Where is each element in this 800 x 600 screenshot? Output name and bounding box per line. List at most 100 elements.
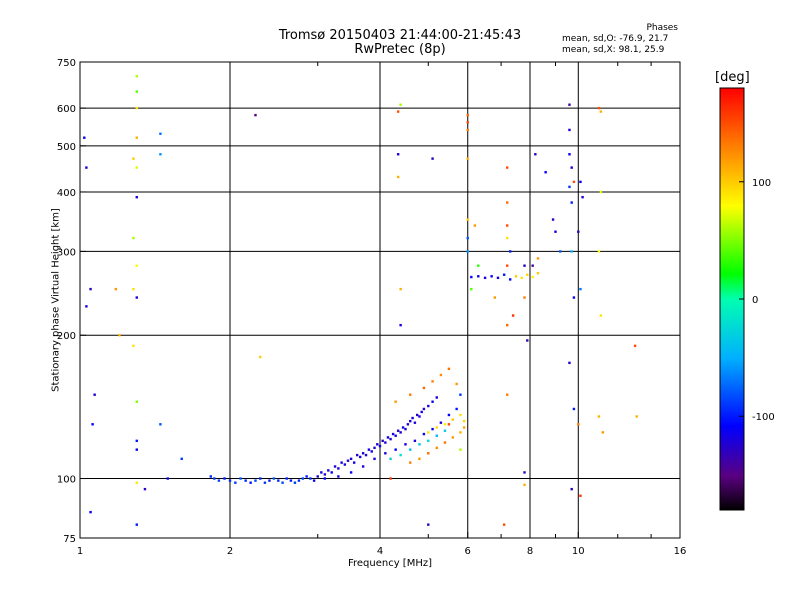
data-point xyxy=(132,287,135,291)
data-point xyxy=(505,224,509,227)
data-point xyxy=(536,257,540,260)
data-point xyxy=(466,121,469,124)
data-point xyxy=(577,423,580,426)
data-point xyxy=(526,339,529,342)
data-point xyxy=(135,75,138,78)
data-point xyxy=(473,224,477,227)
data-point xyxy=(570,487,573,491)
data-point xyxy=(135,448,138,451)
data-point xyxy=(234,481,237,484)
data-point xyxy=(422,432,426,436)
data-point xyxy=(399,431,402,434)
data-point xyxy=(451,418,455,421)
data-point xyxy=(135,166,138,169)
x-tick-label: 10 xyxy=(572,546,585,557)
data-point xyxy=(346,459,350,462)
data-point xyxy=(361,452,365,455)
data-point xyxy=(505,236,509,240)
data-point xyxy=(462,426,466,429)
data-point xyxy=(420,410,423,414)
data-point xyxy=(413,439,417,443)
data-point xyxy=(554,230,557,233)
data-point xyxy=(570,201,573,204)
data-point xyxy=(249,481,252,484)
data-point xyxy=(223,477,226,480)
data-point xyxy=(323,477,327,480)
data-point xyxy=(466,218,469,221)
data-point xyxy=(135,195,138,199)
data-point xyxy=(551,218,555,221)
data-point xyxy=(293,481,297,484)
data-point xyxy=(159,423,162,426)
data-point xyxy=(435,446,438,450)
data-point xyxy=(384,441,387,444)
data-point xyxy=(601,431,605,434)
data-point xyxy=(427,431,430,434)
chart-subtitle: RwPretec (8p) xyxy=(354,42,446,57)
data-point xyxy=(394,400,397,403)
data-point xyxy=(422,407,426,411)
data-point xyxy=(466,157,469,160)
data-point xyxy=(435,396,438,399)
data-point xyxy=(508,250,512,253)
data-point xyxy=(239,477,242,480)
stats-x-mode: mean, sd,X: 98.1, 25.9 xyxy=(562,45,665,55)
data-point xyxy=(435,434,438,437)
data-point xyxy=(355,453,359,457)
data-point xyxy=(132,344,135,348)
data-point xyxy=(470,287,473,291)
data-point xyxy=(505,264,509,267)
chart-title: Tromsø 20150403 21:44:00-21:45:43 xyxy=(278,28,522,43)
data-point xyxy=(312,479,316,482)
data-point xyxy=(259,477,262,480)
data-point xyxy=(396,429,400,432)
data-point xyxy=(544,171,547,174)
data-point xyxy=(343,463,347,466)
data-point xyxy=(635,415,638,418)
data-point xyxy=(470,275,473,279)
data-point xyxy=(370,450,373,453)
data-point xyxy=(443,429,447,432)
data-point xyxy=(391,432,395,436)
data-point xyxy=(431,380,434,383)
data-point xyxy=(381,439,384,443)
data-point xyxy=(418,443,421,446)
data-point xyxy=(568,361,571,365)
data-point xyxy=(505,323,509,327)
data-point xyxy=(418,415,421,418)
data-point xyxy=(447,413,451,417)
data-point xyxy=(389,477,392,480)
data-point xyxy=(268,479,271,482)
data-point xyxy=(559,250,562,253)
colorbar-tick-label: 100 xyxy=(752,178,771,189)
data-point xyxy=(459,431,462,434)
data-point xyxy=(459,393,462,396)
colorbar-tick-label: 0 xyxy=(752,295,758,306)
data-point xyxy=(505,201,509,204)
data-point xyxy=(579,494,582,497)
data-point xyxy=(406,423,410,426)
data-point xyxy=(135,523,138,526)
data-point xyxy=(459,448,462,451)
data-point xyxy=(508,278,512,281)
data-point xyxy=(570,250,573,253)
data-point xyxy=(427,523,430,526)
data-point xyxy=(427,404,430,408)
stats-title: Phases xyxy=(646,23,678,33)
data-point xyxy=(394,434,397,437)
data-point xyxy=(466,250,469,253)
data-point xyxy=(213,477,216,480)
data-point xyxy=(581,195,584,199)
colorbar-label: [deg] xyxy=(715,70,750,85)
y-tick-label: 300 xyxy=(57,247,76,258)
y-tick-label: 75 xyxy=(63,534,76,545)
data-point xyxy=(599,190,603,194)
data-point xyxy=(531,264,534,267)
data-point xyxy=(135,106,138,110)
data-point xyxy=(135,439,138,443)
data-point xyxy=(209,475,212,478)
data-point xyxy=(409,461,412,464)
data-point xyxy=(505,393,509,396)
data-point xyxy=(254,479,257,482)
data-point xyxy=(577,230,580,233)
